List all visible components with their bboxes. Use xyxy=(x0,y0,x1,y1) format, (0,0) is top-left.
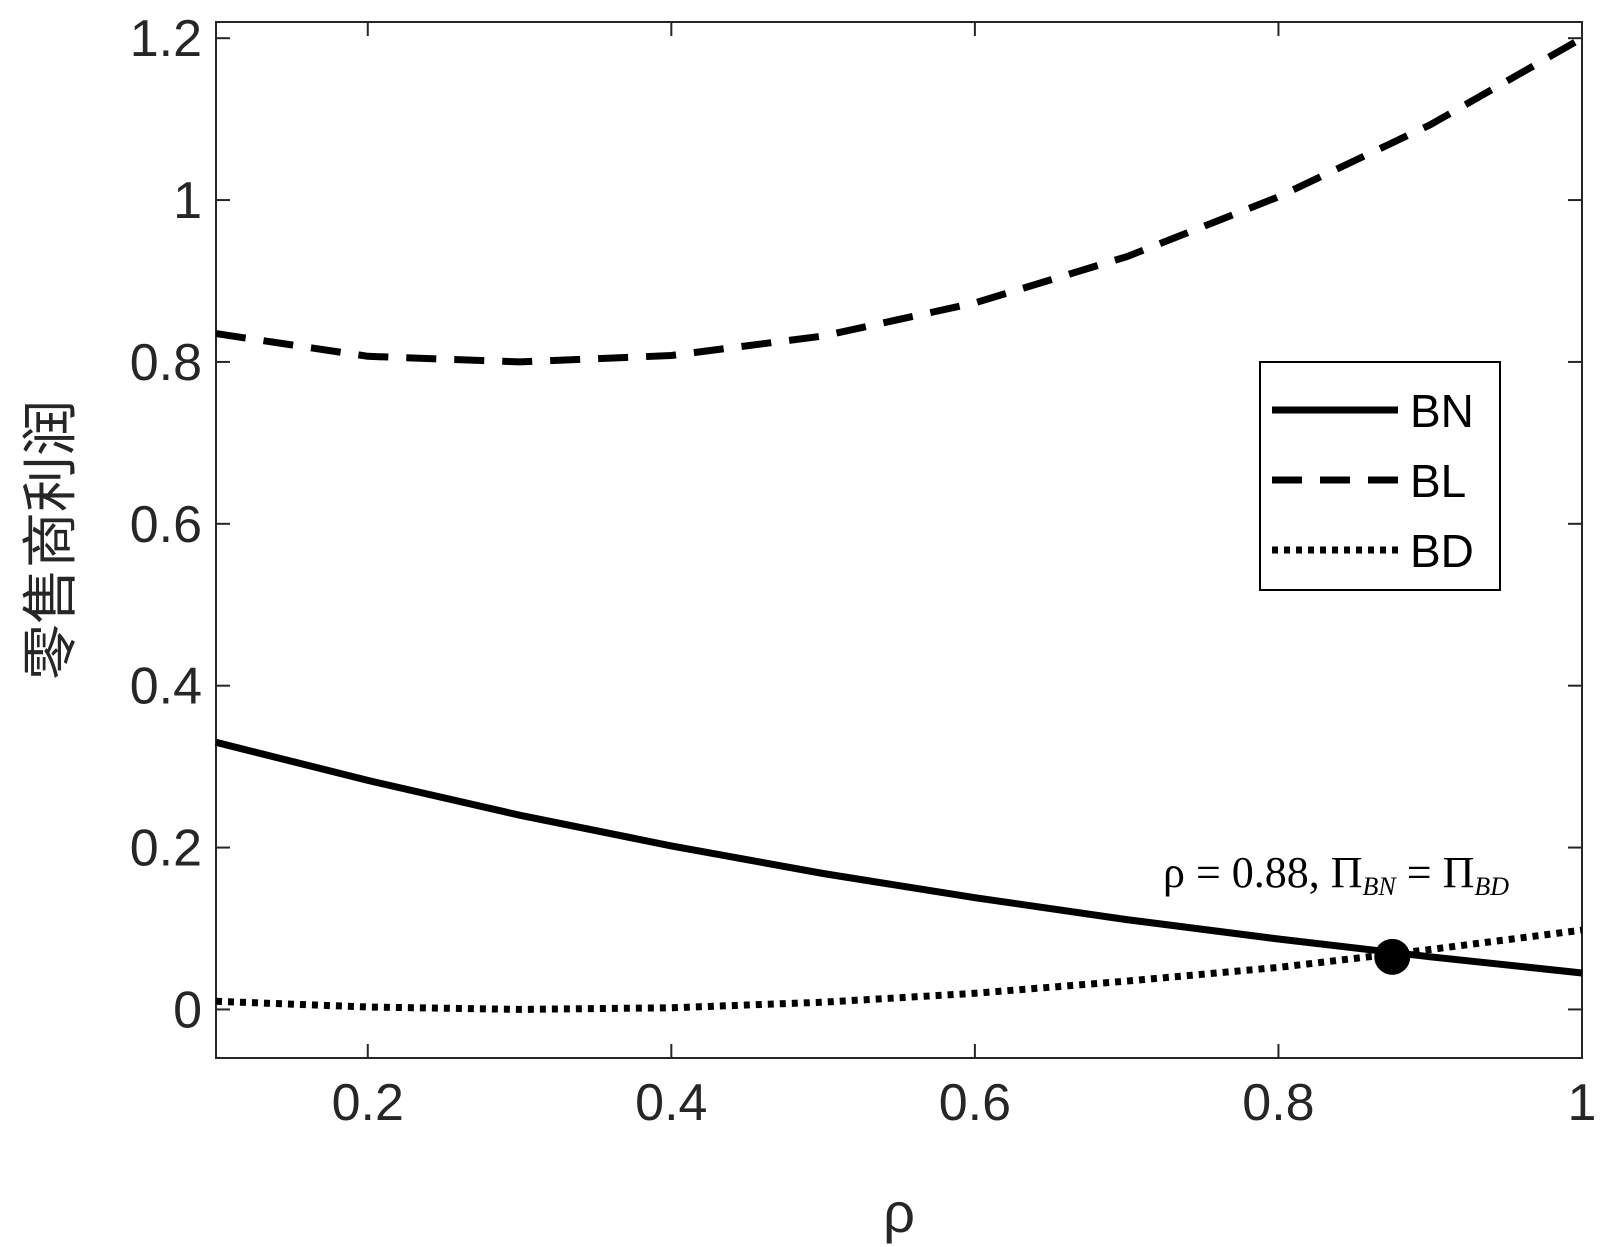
annotation-part-2: = Π xyxy=(1396,848,1475,897)
y-tick-label: 0.6 xyxy=(130,496,202,554)
intersection-point xyxy=(1374,938,1411,975)
series-group xyxy=(215,35,1584,1013)
x-tick-label: 0.4 xyxy=(635,1074,707,1132)
annotation-group: ρ = 0.88, ΠBN = ΠBD xyxy=(1163,848,1509,975)
legend-label-bl: BL xyxy=(1410,455,1466,507)
series-line-bn xyxy=(215,738,1583,977)
legend: BN BL BD xyxy=(1259,361,1501,591)
y-tick-label: 0.8 xyxy=(130,334,202,392)
x-tick-label: 0.6 xyxy=(939,1074,1011,1132)
x-tick-label: 0.2 xyxy=(332,1074,404,1132)
y-tick-label: 1 xyxy=(173,172,202,230)
axes-box xyxy=(215,21,1583,1059)
annotation-sub-2: BD xyxy=(1474,872,1509,901)
y-tick-label: 0.4 xyxy=(130,658,202,716)
x-tick-label: 0.8 xyxy=(1242,1074,1314,1132)
legend-label-bd: BD xyxy=(1410,525,1474,577)
y-tick-label: 0 xyxy=(173,981,202,1039)
y-tick-label: 0.2 xyxy=(130,820,202,878)
legend-label-bn: BN xyxy=(1410,385,1474,437)
axes: 0.2 0.4 0.6 0.8 1 0 0.2 0.4 0.6 0.8 1 1.2 xyxy=(130,10,1597,1132)
x-axis-label: ρ xyxy=(883,1181,915,1244)
series-line-bd xyxy=(215,926,1583,1013)
y-tick-label: 1.2 xyxy=(130,10,202,68)
annotation-label: ρ = 0.88, ΠBN = ΠBD xyxy=(1163,848,1509,901)
annotation-part-1: ρ = 0.88, Π xyxy=(1163,848,1363,897)
y-axis-label: 零售商利润 xyxy=(19,400,82,680)
x-tick-label: 1 xyxy=(1568,1074,1597,1132)
series-line-bl xyxy=(215,35,1584,366)
annotation-sub-1: BN xyxy=(1363,872,1398,901)
